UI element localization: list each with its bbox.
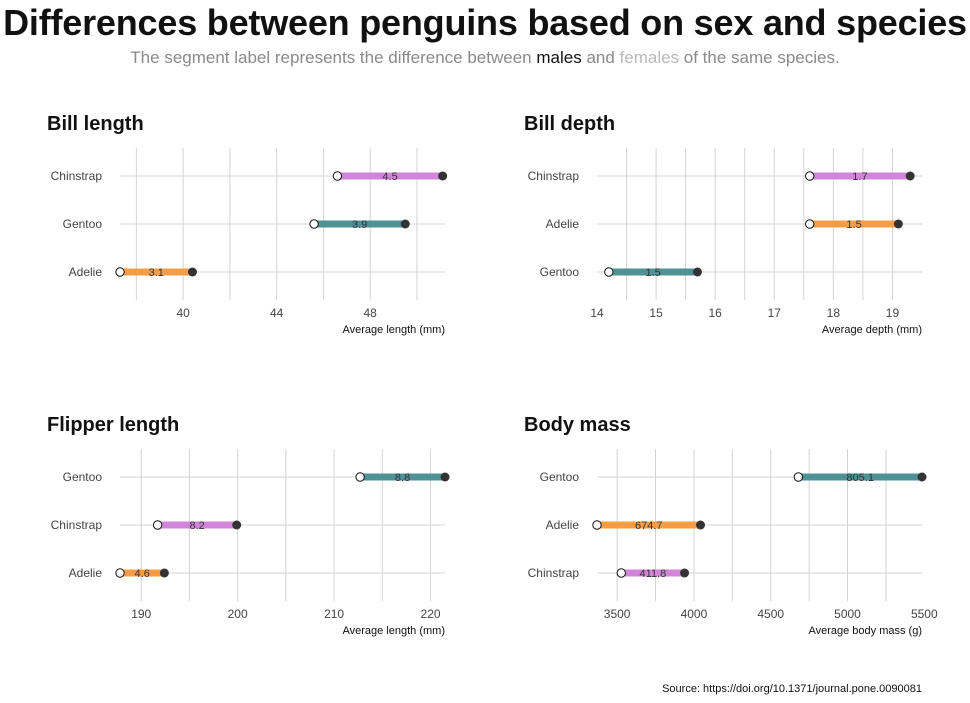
body-mass-x-tick-label: 3500 [604, 607, 631, 621]
bill-depth-panel: Bill depth Chinstrap Adelie Gentoo 14 15 16 17… [477, 110, 947, 360]
chart-subtitle: The segment label represents the differe… [0, 48, 970, 68]
bill-length-panel: Bill length Chinstrap Gentoo Adelie 40 44 48 A… [0, 110, 470, 360]
body-mass-y-tick-label: Adelie [546, 518, 580, 532]
flipper-length-y-tick-label: Adelie [69, 566, 103, 580]
body-mass-x-tick-label: 4500 [757, 607, 784, 621]
bill-length-x-tick-label: 48 [364, 306, 378, 320]
bill-depth-female-point-adelie [805, 219, 815, 229]
bill-length-x-tick-label: 44 [270, 306, 284, 320]
bill-depth-x-tick-label: 16 [709, 306, 723, 320]
body-mass-x-tick-label: 4000 [681, 607, 708, 621]
flipper-length-x-tick-label: 220 [421, 607, 441, 621]
flipper-length-x-tick-label: 190 [131, 607, 151, 621]
body-mass-female-point-gentoo [793, 472, 804, 482]
bill-length-female-point-gentoo [309, 219, 319, 229]
bill-length-segment-label-chinstrap: 4.5 [382, 171, 397, 183]
bill-depth-male-point-adelie [893, 219, 903, 229]
panel-title-body-mass: Body mass [524, 414, 631, 436]
bill-depth-x-axis-label: Average depth (mm) [822, 324, 922, 336]
flipper-length-y-tick-label: Chinstrap [51, 518, 103, 532]
bill-depth-segment-label-adelie: 1.5 [846, 219, 861, 231]
body-mass-male-point-adelie [696, 520, 706, 530]
panel-title-flipper-length: Flipper length [47, 414, 180, 436]
bill-length-y-tick-label: Chinstrap [51, 169, 103, 183]
subtitle-text-start: The segment label represents the differe… [130, 48, 537, 67]
body-mass-segment-label-gentoo: 805.1 [846, 472, 874, 484]
subtitle-males: males [536, 48, 582, 67]
bill-depth-chart: Chinstrap Adelie Gentoo 14 15 16 17 18 19 Average… [528, 148, 922, 336]
body-mass-x-tick-label: 5000 [834, 607, 861, 621]
flipper-length-segment-label-adelie: 4.6 [135, 568, 150, 580]
body-mass-x-tick-label: 5500 [911, 607, 938, 621]
bill-length-segment-label-gentoo: 3.9 [352, 219, 367, 231]
source-caption: Source: https://doi.org/10.1371/journal.… [662, 683, 922, 695]
bill-depth-male-point-chinstrap [905, 171, 915, 181]
bill-depth-x-tick-label: 14 [590, 306, 604, 320]
bill-length-male-point-gentoo [400, 219, 410, 229]
bill-depth-segment-label-chinstrap: 1.7 [852, 171, 867, 183]
bill-depth-x-tick-label: 15 [649, 306, 663, 320]
subtitle-text-and: and [581, 48, 620, 67]
body-mass-male-point-gentoo [917, 472, 927, 482]
bill-length-segment-label-adelie: 3.1 [149, 267, 164, 279]
flipper-length-panel: Flipper length Gentoo Chinstrap Adelie 190 2… [0, 411, 470, 661]
bill-length-x-axis-label: Average length (mm) [342, 324, 445, 336]
bill-depth-y-tick-label: Adelie [546, 217, 580, 231]
bill-depth-y-tick-label: Chinstrap [528, 169, 580, 183]
bill-length-male-point-adelie [187, 267, 197, 277]
bill-depth-male-point-gentoo [692, 267, 702, 277]
subtitle-text-end: of the same species. [679, 48, 840, 67]
body-mass-female-point-adelie [592, 520, 602, 530]
body-mass-x-axis-label: Average body mass (g) [808, 625, 922, 637]
flipper-length-male-point-gentoo [440, 472, 450, 482]
bill-depth-female-point-chinstrap [805, 171, 815, 181]
chart-title: Differences between penguins based on se… [3, 2, 967, 43]
bill-depth-y-tick-label: Gentoo [540, 265, 580, 279]
flipper-length-y-tick-label: Gentoo [63, 470, 103, 484]
body-mass-y-tick-label: Chinstrap [528, 566, 580, 580]
panel-title-bill-length: Bill length [47, 113, 144, 135]
body-mass-panel: Body mass Gentoo Adelie Chinstrap 3500 4000 4… [477, 411, 947, 661]
bill-length-y-tick-label: Adelie [69, 265, 103, 279]
bill-length-male-point-chinstrap [438, 171, 448, 181]
flipper-length-female-point-chinstrap [152, 520, 163, 530]
flipper-length-chart: Gentoo Chinstrap Adelie 190 200 210 220 Average… [51, 449, 450, 637]
bill-length-female-point-adelie [115, 267, 125, 277]
bill-length-y-tick-label: Gentoo [63, 217, 103, 231]
bill-depth-female-point-gentoo [604, 267, 614, 277]
flipper-length-female-point-adelie [115, 568, 125, 578]
flipper-length-male-point-adelie [159, 568, 169, 578]
flipper-length-male-point-chinstrap [232, 520, 242, 530]
subtitle-females: females [619, 48, 680, 67]
bill-length-chart: Chinstrap Gentoo Adelie 40 44 48 Average lengt… [51, 148, 448, 336]
body-mass-chart: Gentoo Adelie Chinstrap 3500 4000 4500 5000 550… [528, 449, 938, 637]
bill-length-x-tick-label: 40 [176, 306, 190, 320]
flipper-length-x-tick-label: 200 [228, 607, 248, 621]
panel-title-bill-depth: Bill depth [524, 113, 616, 135]
flipper-length-x-tick-label: 210 [324, 607, 344, 621]
flipper-length-female-point-gentoo [355, 472, 365, 482]
body-mass-female-point-chinstrap [616, 568, 626, 578]
bill-depth-x-tick-label: 18 [827, 306, 841, 320]
flipper-length-segment-label-gentoo: 8.8 [395, 472, 410, 484]
body-mass-male-point-chinstrap [680, 568, 690, 578]
body-mass-segment-label-adelie: 674.7 [635, 520, 663, 532]
bill-length-female-point-chinstrap [332, 171, 343, 181]
bill-depth-x-tick-label: 17 [768, 306, 782, 320]
flipper-length-segment-label-chinstrap: 8.2 [190, 520, 205, 532]
bill-depth-segment-label-gentoo: 1.5 [645, 267, 660, 279]
bill-depth-x-tick-label: 19 [886, 306, 900, 320]
body-mass-segment-label-chinstrap: 411.8 [640, 568, 667, 580]
flipper-length-x-axis-label: Average length (mm) [342, 625, 445, 637]
body-mass-y-tick-label: Gentoo [540, 470, 580, 484]
